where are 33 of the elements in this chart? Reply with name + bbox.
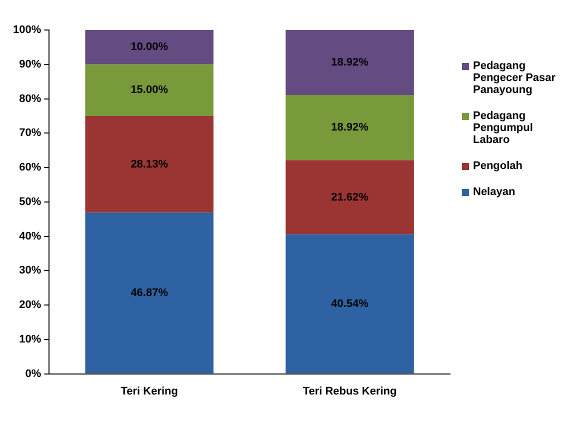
x-tick-label: Teri Rebus Kering <box>302 385 397 398</box>
y-tick-label: 100% <box>12 24 42 36</box>
y-tick-label: 60% <box>19 162 42 174</box>
data-label: 21.62% <box>331 191 369 204</box>
data-label: 15.00% <box>130 84 168 96</box>
data-label: 18.92% <box>331 56 369 69</box>
y-tick-label: 90% <box>19 58 42 70</box>
data-label: 18.92% <box>331 122 369 134</box>
y-tick-label: 10% <box>19 333 42 346</box>
bar <box>85 64 214 116</box>
x-tick-label: Teri Kering <box>120 385 178 398</box>
bar <box>286 95 414 160</box>
y-tick-label: 20% <box>19 299 42 312</box>
data-label: 46.87% <box>130 287 168 300</box>
bar <box>85 116 214 213</box>
data-label: 40.54% <box>331 298 369 310</box>
legend-label: Pedagang Pengumpul Labaro <box>473 110 534 146</box>
y-tick-label: 40% <box>19 230 42 242</box>
data-label: 28.13% <box>130 158 168 170</box>
bar <box>85 30 214 64</box>
y-tick-label: 80% <box>19 92 42 105</box>
y-tick-label: 50% <box>19 196 42 208</box>
y-tick-label: 0% <box>25 368 42 380</box>
bar <box>286 160 414 234</box>
bar <box>85 212 214 374</box>
bar <box>286 30 414 96</box>
bar <box>286 234 414 374</box>
legend-label: Pengolah <box>473 160 523 172</box>
legend-label: Pedagang Pengecer Pasar Panayoung <box>473 60 557 96</box>
y-tick-label: 70% <box>19 127 42 140</box>
data-label: 10.00% <box>130 41 168 54</box>
y-tick-label: 30% <box>19 264 42 277</box>
legend-label: Nelayan <box>473 186 516 198</box>
